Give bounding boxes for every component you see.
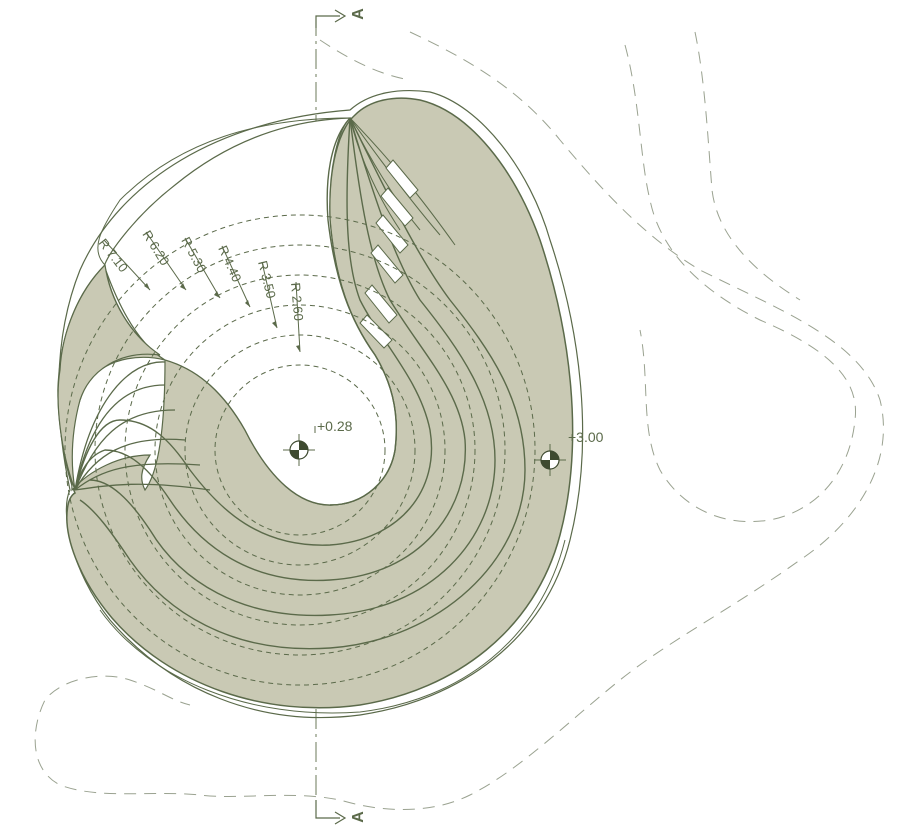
radius-arrowheads	[144, 283, 300, 352]
radius-circles	[64, 214, 536, 686]
section-label-bottom: A	[350, 811, 367, 823]
seating-bands	[74, 117, 526, 650]
radius-label-6: R 2.60	[288, 282, 306, 321]
left-fan-bands	[74, 361, 211, 491]
contour-line-left	[319, 39, 411, 81]
level-label-low: +0.28	[317, 418, 353, 434]
outer-ring-edge	[99, 539, 566, 714]
contour-line-outer	[34, 31, 884, 810]
section-label-top: A	[350, 8, 367, 20]
level-marker-icon	[534, 444, 566, 476]
level-marker-icon	[283, 426, 316, 466]
radius-leaders	[103, 231, 301, 353]
section-arrow-icon	[334, 9, 347, 23]
section-arrow-icon	[334, 811, 347, 825]
contour-line-right	[694, 31, 801, 301]
terrain-contours	[34, 31, 884, 810]
left-strip	[57, 263, 161, 491]
outer-outline	[58, 90, 584, 719]
level-label-high: +3.00	[568, 429, 604, 445]
contour-line-inner	[624, 44, 857, 523]
